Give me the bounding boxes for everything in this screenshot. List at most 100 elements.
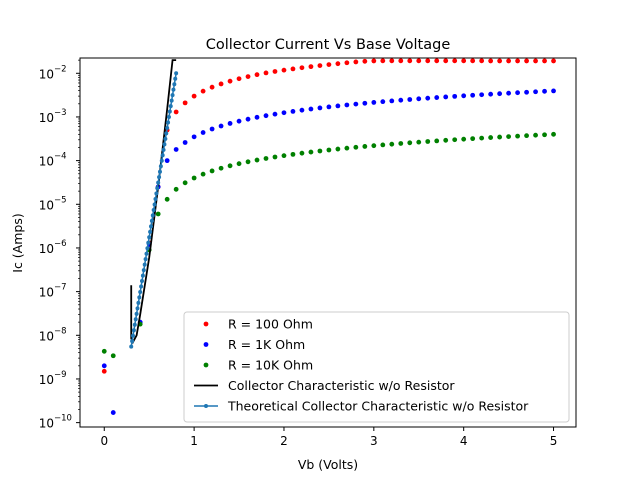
plot-area (101, 58, 556, 415)
data-point-1 (461, 93, 467, 99)
data-point-2 (398, 141, 404, 146)
series-marker-4 (161, 147, 166, 152)
series-marker-4 (163, 136, 168, 141)
legend-label: R = 100 Ohm (228, 317, 313, 332)
series-marker-4 (129, 344, 134, 349)
legend-label: Collector Characteristic w/o Resistor (228, 378, 455, 393)
y-tick-exponent: −7 (54, 283, 67, 293)
legend: R = 100 Ohm R = 1K Ohm R = 10K Ohm Collecto… (183, 311, 570, 423)
data-point-0 (443, 58, 449, 64)
data-point-1 (533, 89, 538, 95)
x-tick-label: 5 (550, 434, 558, 448)
series-marker-4 (158, 164, 163, 169)
series-marker-4 (140, 279, 144, 284)
series-marker-4 (165, 125, 170, 130)
data-point-1 (452, 93, 458, 99)
data-point-2 (155, 211, 161, 217)
y-tick-label: 10 (39, 67, 54, 81)
data-point-0 (299, 65, 305, 71)
series-marker-4 (174, 71, 179, 76)
legend-swatch (203, 342, 209, 347)
series-marker-4 (167, 109, 172, 114)
data-point-1 (245, 116, 251, 122)
data-point-2 (371, 143, 377, 149)
data-point-1 (218, 123, 224, 129)
data-point-1 (299, 107, 305, 113)
y-tick-label: 10 (39, 198, 54, 212)
data-point-2 (254, 157, 260, 163)
series-marker-4 (144, 251, 149, 256)
data-point-1 (173, 147, 179, 152)
data-point-0 (272, 69, 278, 74)
data-point-1 (227, 121, 233, 126)
data-point-2 (452, 137, 458, 143)
data-point-1 (542, 88, 547, 94)
data-point-0 (542, 58, 547, 64)
data-point-2 (407, 140, 413, 146)
x-tick-label: 4 (460, 434, 468, 448)
data-point-2 (416, 139, 422, 145)
y-tick-exponent: −10 (54, 414, 72, 424)
data-point-1 (209, 126, 215, 132)
series-marker-4 (155, 186, 160, 191)
data-point-2 (290, 151, 296, 157)
data-point-1 (263, 113, 269, 119)
data-point-1 (398, 97, 404, 103)
data-point-0 (344, 60, 350, 66)
data-point-2 (506, 134, 512, 139)
data-point-0 (218, 81, 224, 87)
data-point-2 (101, 348, 107, 354)
data-point-0 (101, 368, 107, 374)
data-point-0 (497, 58, 503, 64)
data-point-0 (461, 58, 467, 64)
y-tick-exponent: −8 (54, 326, 67, 336)
data-point-0 (200, 88, 206, 94)
data-point-2 (353, 144, 359, 150)
series-marker-4 (133, 317, 138, 322)
data-point-2 (425, 139, 431, 144)
data-point-2 (551, 131, 556, 137)
series-marker-4 (162, 142, 167, 147)
data-point-0 (317, 63, 323, 68)
data-point-1 (389, 98, 395, 104)
data-point-0 (263, 70, 269, 76)
data-point-1 (326, 104, 332, 110)
series-marker-4 (156, 180, 161, 185)
legend-box (183, 311, 570, 423)
y-tick-exponent: −4 (54, 152, 67, 162)
series-marker-4 (137, 295, 142, 300)
series-marker-4 (138, 289, 143, 294)
data-point-1 (101, 363, 107, 369)
data-point-2 (326, 147, 332, 153)
series-marker-4 (157, 175, 162, 180)
data-point-0 (281, 67, 287, 73)
data-point-2 (236, 161, 242, 167)
data-point-1 (407, 97, 413, 102)
data-point-0 (479, 58, 485, 64)
y-tick-exponent: −3 (54, 108, 67, 118)
y-tick-label: 10 (39, 373, 54, 387)
legend-swatch-marker (204, 404, 208, 408)
data-point-2 (344, 145, 350, 151)
data-point-0 (290, 66, 296, 72)
data-point-2 (479, 135, 485, 141)
data-point-0 (398, 58, 404, 64)
data-point-0 (209, 84, 215, 90)
series-marker-4 (166, 115, 171, 120)
data-point-1 (434, 95, 440, 100)
y-tick-label: 10 (39, 329, 54, 343)
data-point-2 (299, 150, 305, 156)
data-point-2 (335, 146, 341, 152)
series-marker-4 (169, 98, 174, 103)
y-tick-label: 10 (39, 155, 54, 169)
data-point-1 (470, 92, 476, 98)
data-point-0 (371, 58, 377, 64)
data-point-1 (236, 118, 242, 124)
series-marker-4 (139, 284, 144, 289)
data-point-0 (407, 58, 413, 64)
data-point-2 (245, 159, 251, 165)
series-marker-4 (149, 218, 154, 223)
data-point-1 (110, 410, 116, 415)
data-point-2 (182, 180, 188, 186)
